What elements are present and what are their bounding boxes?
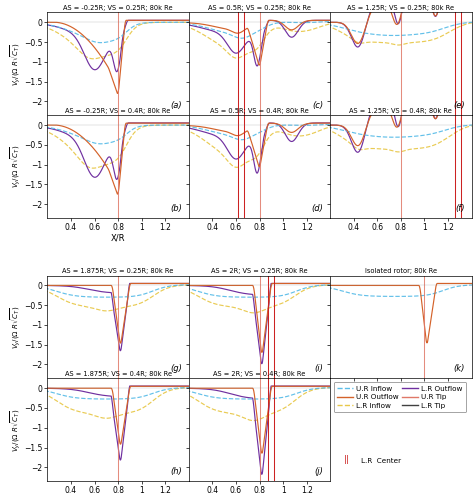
Legend: U.R Inflow, U.R Outflow, L.R Inflow, L.R Outflow, U.R Tip, L.R Tip: U.R Inflow, U.R Outflow, L.R Inflow, L.R…: [334, 382, 466, 412]
Title: AS = 2R; VS = 0.4R; 80k Re: AS = 2R; VS = 0.4R; 80k Re: [213, 371, 306, 377]
Text: (i): (i): [314, 364, 323, 373]
Text: (d): (d): [311, 204, 323, 213]
Y-axis label: $V_y/(\Omega\ R\sqrt{C_T})$: $V_y/(\Omega\ R\sqrt{C_T})$: [8, 42, 23, 86]
Title: AS = 1.875R; VS = 0.25R; 80k Re: AS = 1.875R; VS = 0.25R; 80k Re: [63, 268, 174, 274]
Title: AS = 0.5R; VS = 0.25R; 80k Re: AS = 0.5R; VS = 0.25R; 80k Re: [208, 5, 311, 11]
Text: (b): (b): [170, 204, 182, 213]
Text: (j): (j): [314, 467, 323, 476]
Title: AS = 2R; VS = 0.25R; 80k Re: AS = 2R; VS = 0.25R; 80k Re: [211, 268, 308, 274]
Title: AS = 1.25R; VS = 0.4R; 80k Re: AS = 1.25R; VS = 0.4R; 80k Re: [349, 108, 452, 114]
Title: Isolated rotor; 80k Re: Isolated rotor; 80k Re: [365, 268, 437, 274]
Text: (k): (k): [453, 364, 465, 373]
Y-axis label: $V_y/(\Omega\ R\sqrt{C_T})$: $V_y/(\Omega\ R\sqrt{C_T})$: [8, 305, 23, 349]
Text: (e): (e): [453, 101, 465, 110]
Title: AS = 1.875R; VS = 0.4R; 80k Re: AS = 1.875R; VS = 0.4R; 80k Re: [64, 371, 172, 377]
Title: AS = -0.25R; VS = 0.25R; 80k Re: AS = -0.25R; VS = 0.25R; 80k Re: [64, 5, 173, 11]
Text: L.R  Center: L.R Center: [361, 458, 401, 464]
Title: AS = -0.25R; VS = 0.4R; 80k Re: AS = -0.25R; VS = 0.4R; 80k Re: [65, 108, 171, 114]
X-axis label: X/R: X/R: [394, 394, 408, 403]
Title: AS = 1.25R; VS = 0.25R; 80k Re: AS = 1.25R; VS = 0.25R; 80k Re: [347, 5, 455, 11]
Title: AS = 0.5R; VS = 0.4R; 80k Re: AS = 0.5R; VS = 0.4R; 80k Re: [210, 108, 309, 114]
Text: (h): (h): [170, 467, 182, 476]
Y-axis label: $V_y/(\Omega\ R\sqrt{C_T})$: $V_y/(\Omega\ R\sqrt{C_T})$: [8, 408, 23, 452]
Text: ||: ||: [344, 455, 350, 464]
Text: (f): (f): [455, 204, 465, 213]
X-axis label: X/R: X/R: [111, 234, 125, 243]
Text: (c): (c): [312, 101, 323, 110]
Y-axis label: $V_y/(\Omega\ R\sqrt{C_T})$: $V_y/(\Omega\ R\sqrt{C_T})$: [8, 145, 23, 188]
Text: (a): (a): [170, 101, 182, 110]
Text: (g): (g): [170, 364, 182, 373]
